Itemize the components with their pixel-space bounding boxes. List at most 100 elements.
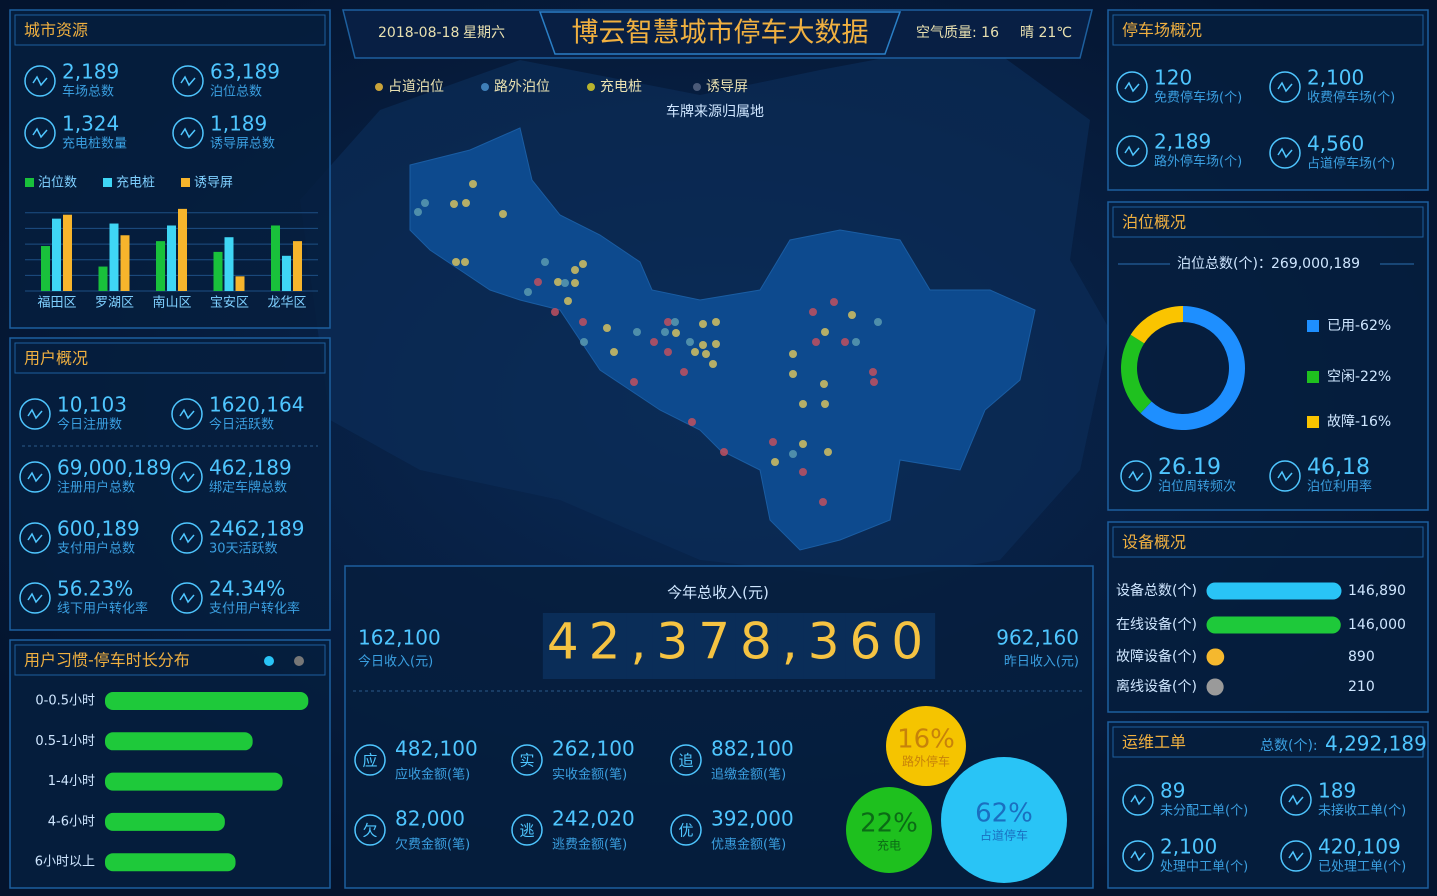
panel-title-bar (1112, 14, 1424, 46)
map-dot (830, 298, 838, 306)
map-dot (870, 378, 878, 386)
map-dot (702, 350, 710, 358)
icon (1280, 840, 1312, 872)
map-dot (821, 328, 829, 336)
stat-value: 69,000,189 (57, 456, 172, 480)
stat-label: 免费停车场(个) (1154, 90, 1242, 106)
icon (172, 117, 204, 149)
badge-circle (354, 744, 386, 776)
value-label: 210 (1348, 679, 1375, 695)
stat-value: 462,189 (209, 456, 292, 480)
stat-label: 30天活跃数 (209, 542, 278, 557)
bar (235, 276, 245, 291)
icon-glyph (27, 408, 43, 420)
x-tick-label: 罗湖区 (95, 296, 134, 311)
map-dot (820, 380, 828, 388)
icon-glyph (1277, 81, 1293, 93)
stat-label: 未接收工单(个) (1318, 803, 1406, 819)
map-dot (848, 311, 856, 319)
category-label: 离线设备(个) (1116, 678, 1197, 695)
bubble-name: 占道停车 (980, 828, 1028, 843)
panel-title-bar (14, 644, 326, 676)
icon (24, 117, 56, 149)
toggle-dot[interactable] (294, 656, 304, 666)
digit-box (652, 613, 701, 679)
x-tick-label: 南山区 (152, 295, 191, 311)
map-dot (691, 348, 699, 356)
panel (1107, 9, 1429, 191)
map-dot (450, 200, 458, 208)
icon (1269, 460, 1301, 492)
icon-glyph (27, 471, 43, 483)
icon (171, 461, 203, 493)
category-label: 4-6小时 (48, 814, 95, 829)
stat-label: 支付用户转化率 (209, 601, 300, 617)
map-dot (712, 318, 720, 326)
badge: 追 (678, 752, 693, 770)
item-value: 392,000 (711, 807, 794, 831)
map-dot (661, 328, 669, 336)
x-tick-label: 福田区 (37, 296, 76, 311)
map-dot (452, 258, 460, 266)
legend-label: 路外泊位 (494, 79, 550, 95)
item-value: 262,100 (552, 737, 635, 761)
icon (24, 65, 56, 97)
legend-swatch (1307, 371, 1319, 383)
stat-value: 2,100 (1307, 66, 1364, 90)
category-label: 0.5-1小时 (35, 734, 95, 749)
header-frame (342, 9, 1093, 59)
icon-glyph (1130, 794, 1146, 806)
bar (167, 225, 176, 291)
date: 2018-08-18 (378, 25, 459, 41)
bar (105, 853, 236, 872)
bar (120, 235, 130, 291)
digit-box (694, 613, 742, 679)
icon-glyph (1288, 794, 1304, 806)
stat-value: 46,18 (1307, 455, 1370, 480)
revenue-title: 今年总收入(元) (667, 584, 769, 602)
map-dot (771, 458, 779, 466)
stat-label: 车场总数 (62, 84, 114, 100)
digit-box (803, 613, 852, 679)
panel-title-bar (1112, 726, 1424, 758)
panel-title-bar (14, 14, 326, 46)
legend-swatch (103, 178, 112, 187)
map-dot (554, 278, 562, 286)
panel-title: 用户习惯-停车时长分布 (24, 651, 190, 670)
map-dot (799, 468, 807, 476)
map-dot (579, 260, 587, 268)
item-value: 482,100 (395, 737, 478, 761)
panel (9, 337, 331, 631)
stat-label: 充电桩数量 (62, 136, 127, 152)
bubble-name: 路外停车 (902, 754, 950, 769)
icon (172, 65, 204, 97)
icon-glyph (1124, 145, 1140, 157)
toggle-dot[interactable] (264, 656, 274, 666)
map-dot (699, 320, 707, 328)
badge-circle (670, 814, 702, 846)
stat-value: 2,189 (1154, 130, 1211, 154)
icon-glyph (179, 532, 195, 544)
legend-label: 充电桩 (600, 78, 642, 95)
header-title-frame (538, 11, 902, 55)
stat-value: 56.23% (57, 577, 133, 601)
stat-label: 路外停车场(个) (1154, 154, 1242, 170)
icon-glyph (179, 471, 195, 483)
icon (171, 582, 203, 614)
bar (63, 214, 72, 291)
badge-circle (511, 814, 543, 846)
digit-box (887, 613, 936, 679)
icon-glyph (179, 408, 195, 420)
legend-swatch (25, 178, 34, 187)
stat-value: 120 (1154, 66, 1192, 90)
map-dot (720, 448, 728, 456)
panel-title: 运维工单 (1122, 733, 1186, 752)
panel-title: 城市资源 (24, 21, 88, 40)
digit-box (584, 613, 633, 679)
category-label: 设备总数(个) (1116, 582, 1197, 599)
item-label: 逃费金额(笔) (552, 837, 627, 853)
stat-value: 600,189 (57, 517, 140, 541)
total-income: 42,378,360 (547, 613, 933, 671)
air-quality: 空气质量: 16 (916, 25, 999, 41)
